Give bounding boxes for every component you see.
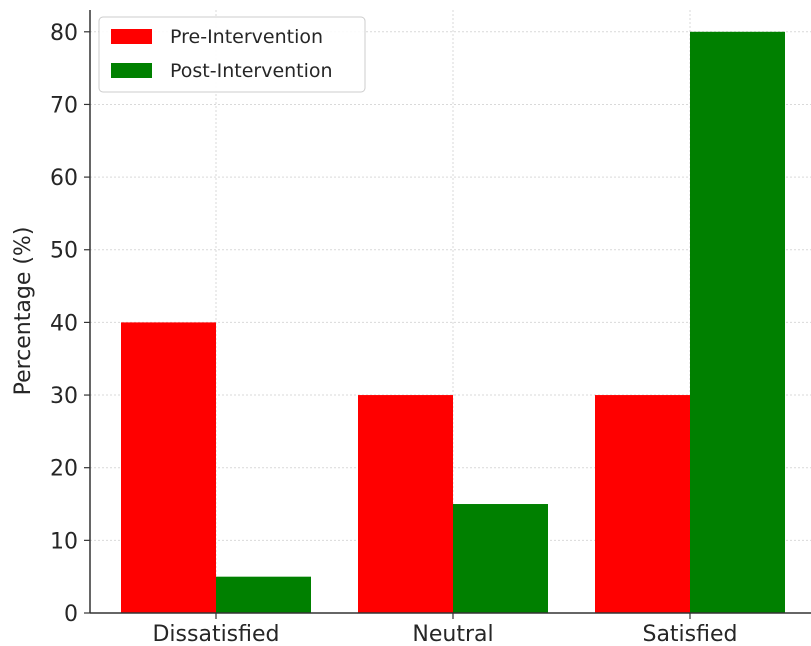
bars [121, 31, 785, 614]
y-tick-label: 30 [50, 384, 78, 409]
legend: Pre-Intervention Post-Intervention [98, 16, 366, 93]
y-tick-label: 50 [50, 239, 78, 264]
y-tick-label: 70 [50, 93, 78, 118]
bar-pre-satisfied [595, 395, 690, 613]
legend-box [98, 16, 366, 93]
legend-swatch-pre [111, 29, 152, 44]
x-tick-label: Dissatisfied [152, 622, 279, 646]
y-ticks: 0 10 20 30 40 50 60 70 80 [50, 21, 90, 627]
y-axis-title: Percentage (%) [11, 227, 36, 396]
y-tick-label: 0 [64, 602, 78, 627]
y-tick-label: 20 [50, 457, 78, 482]
bar-post-dissatisfied [216, 576, 311, 613]
y-tick-label: 60 [50, 166, 78, 191]
y-tick-label: 80 [50, 21, 78, 46]
y-tick-label: 40 [50, 311, 78, 336]
bar-pre-dissatisfied [121, 322, 216, 613]
y-tick-label: 10 [50, 529, 78, 554]
legend-swatch-post [111, 63, 152, 78]
x-ticks: Dissatisfied Neutral Satisfied [152, 613, 738, 646]
x-tick-label: Satisfied [642, 622, 737, 646]
bar-pre-neutral [358, 395, 453, 613]
legend-label-pre: Pre-Intervention [170, 26, 323, 48]
x-tick-label: Neutral [412, 622, 493, 646]
bar-post-neutral [453, 504, 548, 613]
axes [89, 10, 811, 614]
legend-label-post: Post-Intervention [170, 60, 333, 82]
bar-post-satisfied [690, 31, 785, 614]
